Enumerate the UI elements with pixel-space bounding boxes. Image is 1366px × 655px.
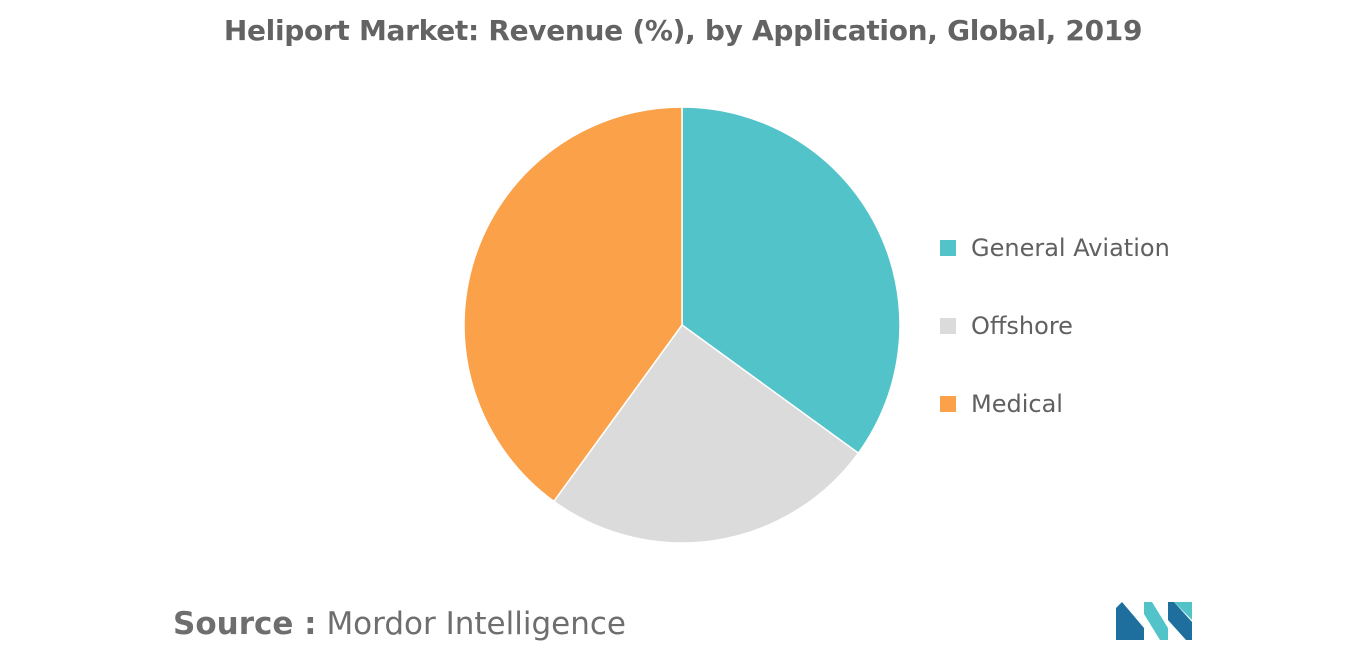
source-note: Source : Mordor Intelligence <box>173 606 626 642</box>
chart-title: Heliport Market: Revenue (%), by Applica… <box>223 14 1143 47</box>
source-prefix: Source : <box>173 606 317 642</box>
pie-slice-medical <box>463 106 683 503</box>
pie-slice-offshore <box>552 323 860 544</box>
pie-slice-general-aviation <box>681 106 901 455</box>
logo-shape-right <box>1168 602 1192 640</box>
legend-swatch-offshore <box>940 318 956 334</box>
legend-label-general-aviation: General Aviation <box>971 234 1170 262</box>
legend-item-offshore: Offshore <box>940 306 1170 346</box>
mordor-intelligence-logo-icon <box>1116 602 1192 640</box>
legend-swatch-medical <box>940 396 956 412</box>
logo-shape-middle <box>1144 602 1168 640</box>
legend-label-medical: Medical <box>971 390 1063 418</box>
source-text: Mordor Intelligence <box>326 606 626 642</box>
legend-item-general-aviation: General Aviation <box>940 228 1170 268</box>
logo-shape-right-top <box>1174 602 1192 620</box>
legend-item-medical: Medical <box>940 384 1170 424</box>
logo-shape-left <box>1116 602 1144 640</box>
legend-label-offshore: Offshore <box>971 312 1073 340</box>
legend: General Aviation Offshore Medical <box>940 228 1170 462</box>
legend-swatch-general-aviation <box>940 240 956 256</box>
